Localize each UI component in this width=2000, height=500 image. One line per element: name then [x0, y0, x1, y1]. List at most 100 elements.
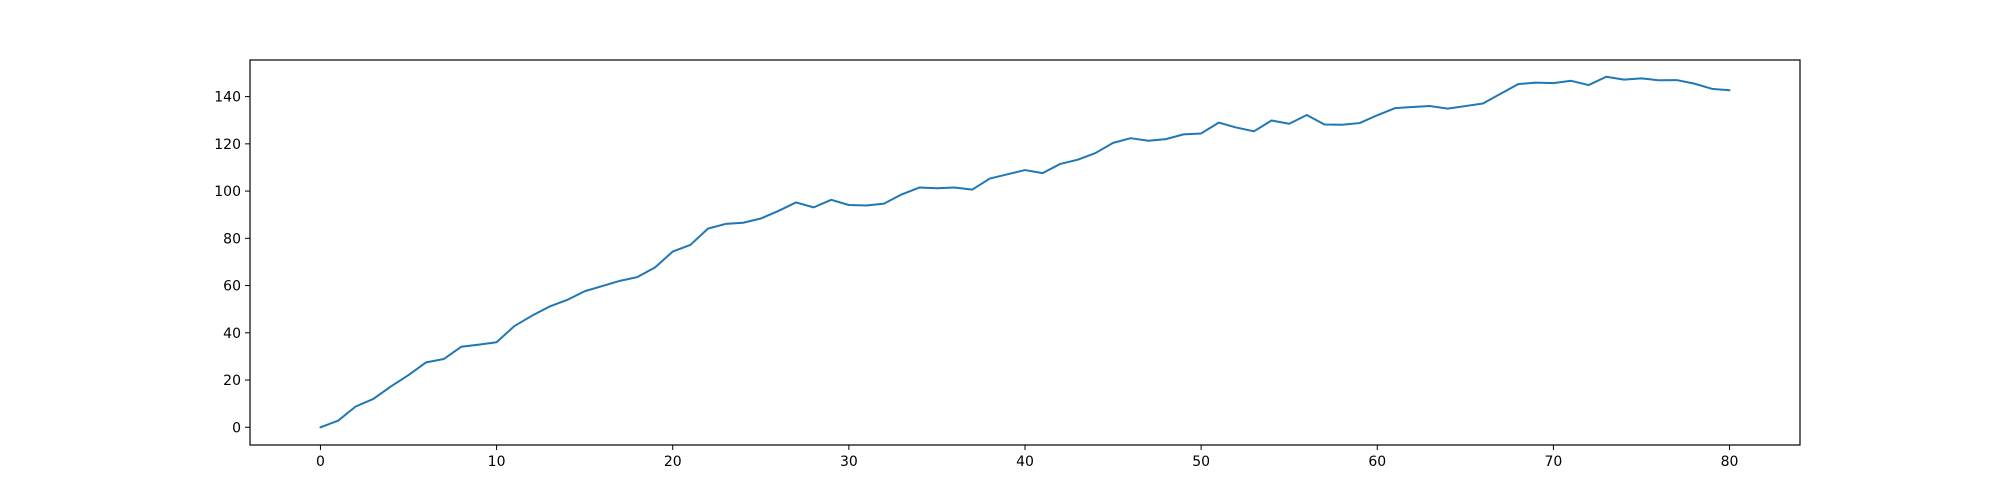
data-point [795, 201, 797, 203]
data-point [1693, 83, 1695, 85]
y-tick-label: 100 [214, 184, 241, 200]
data-point [1482, 102, 1484, 104]
data-point [1588, 84, 1590, 86]
y-tick-label: 120 [214, 137, 241, 153]
data-point [355, 406, 357, 408]
data-point [1570, 80, 1572, 82]
x-tick-label: 50 [1192, 454, 1210, 470]
data-point [1341, 124, 1343, 126]
data-point [443, 358, 445, 360]
data-point [1552, 82, 1554, 84]
data-point [1658, 79, 1660, 81]
y-tick-label: 60 [223, 279, 241, 295]
data-point [725, 223, 727, 225]
data-point [1605, 76, 1607, 78]
data-point [1006, 173, 1008, 175]
data-point [1429, 105, 1431, 107]
data-point [601, 285, 603, 287]
data-point [566, 299, 568, 301]
data-point [1147, 140, 1149, 142]
data-point [390, 385, 392, 387]
data-point [1271, 119, 1273, 121]
data-point [1306, 114, 1308, 116]
axes: 0 10 20 30 40 50 60 70 80 0 20 40 60 80 100 120 140 [214, 90, 1738, 470]
data-point [1623, 79, 1625, 81]
y-tick-label: 80 [223, 231, 241, 247]
data-point [619, 280, 621, 282]
data-point [548, 306, 550, 308]
data-point [1094, 152, 1096, 154]
plot-frame [249, 59, 1801, 446]
data-point [513, 325, 515, 327]
data-point [1218, 122, 1220, 124]
series-line [319, 75, 1731, 429]
data-point [1130, 137, 1132, 139]
data-point [1112, 142, 1114, 144]
data-point [672, 251, 674, 253]
data-point [760, 217, 762, 219]
data-point [1376, 114, 1378, 116]
data-point [901, 193, 903, 195]
x-tick-label: 80 [1721, 454, 1739, 470]
data-point [1077, 159, 1079, 161]
data-point [1359, 122, 1361, 124]
data-point [1412, 106, 1414, 108]
data-point [777, 210, 779, 212]
data-point [337, 420, 339, 422]
x-tick-label: 60 [1368, 454, 1386, 470]
data-point [1640, 77, 1642, 79]
data-point [1517, 83, 1519, 85]
y-tick-label: 140 [214, 90, 241, 106]
data-point [1464, 105, 1466, 107]
data-point [989, 178, 991, 180]
data-point [883, 203, 885, 205]
data-point [1500, 93, 1502, 95]
data-point [1323, 123, 1325, 125]
data-point [865, 205, 867, 207]
plot-area [319, 75, 1731, 429]
data-point [1042, 172, 1044, 174]
data-point [531, 315, 533, 317]
data-point [1729, 89, 1731, 91]
data-point [971, 189, 973, 191]
data-point [1711, 88, 1713, 90]
data-point [460, 346, 462, 348]
data-point [584, 290, 586, 292]
data-point [1535, 82, 1537, 84]
data-point [408, 374, 410, 376]
data-point [425, 361, 427, 363]
data-point [918, 187, 920, 189]
data-point [496, 341, 498, 343]
x-tick-label: 70 [1544, 454, 1562, 470]
data-point [1200, 132, 1202, 134]
data-point [1676, 79, 1678, 81]
x-tick-label: 30 [840, 454, 858, 470]
x-tick-label: 20 [664, 454, 682, 470]
data-point [1447, 108, 1449, 110]
x-tick-label: 10 [488, 454, 506, 470]
data-point [742, 222, 744, 224]
data-point [813, 206, 815, 208]
data-point [954, 187, 956, 189]
data-point [478, 344, 480, 346]
data-point [654, 266, 656, 268]
data-point [372, 398, 374, 400]
x-tick-label: 40 [1016, 454, 1034, 470]
x-tick-label: 0 [316, 454, 325, 470]
data-point [1235, 127, 1237, 129]
data-point [637, 276, 639, 278]
data-point [830, 199, 832, 201]
data-point [707, 228, 709, 230]
data-point [1394, 107, 1396, 109]
data-point [1253, 130, 1255, 132]
y-tick-label: 0 [232, 420, 241, 436]
data-point [1024, 169, 1026, 171]
data-point [1059, 163, 1061, 165]
y-tick-label: 40 [223, 326, 241, 342]
y-tick-label: 20 [223, 373, 241, 389]
data-point [936, 187, 938, 189]
data-point [319, 426, 321, 428]
data-point [1165, 138, 1167, 140]
